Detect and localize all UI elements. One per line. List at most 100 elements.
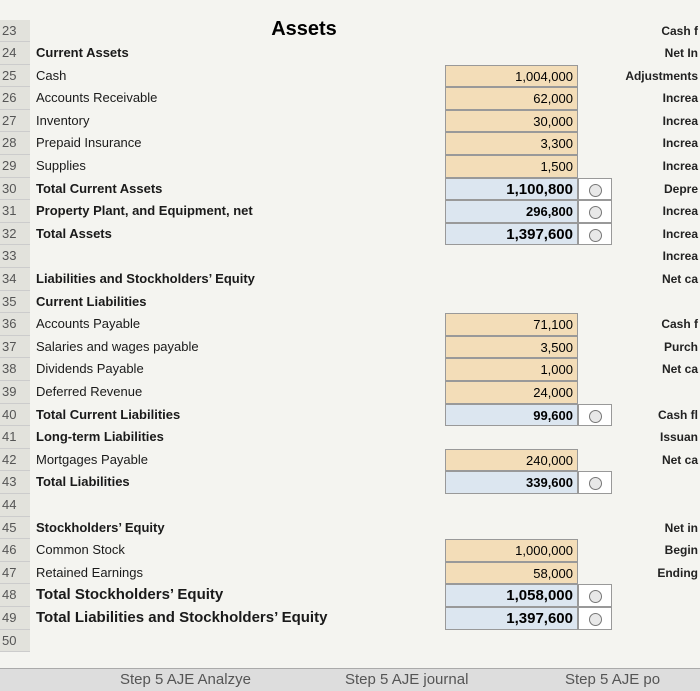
value-cell: 62,000 xyxy=(445,87,578,110)
row-label: Total Assets xyxy=(36,225,112,241)
row-number: 48 xyxy=(0,584,30,607)
check-icon xyxy=(589,613,602,626)
right-column-text: Cash f xyxy=(661,24,698,38)
sheet-tab[interactable]: Step 5 AJE journal xyxy=(345,671,469,688)
right-column-text: Issuan xyxy=(659,430,698,445)
right-column-text: Cash fl xyxy=(657,407,698,422)
sheet-tab[interactable]: Step 5 AJE po xyxy=(565,671,661,688)
value-cell: 1,397,600 xyxy=(445,222,578,246)
right-column-text: Increa xyxy=(662,226,698,241)
value-cell: 58,000 xyxy=(445,561,578,585)
row-number: 35 xyxy=(0,290,30,314)
value-cell: 339,600 xyxy=(445,471,578,494)
check-cell xyxy=(578,471,612,494)
right-column-text: Increa xyxy=(662,204,698,219)
row-number: 36 xyxy=(0,313,30,336)
row-number: 47 xyxy=(0,561,30,585)
row-label: Cash xyxy=(36,67,67,83)
row-number: 46 xyxy=(0,539,30,562)
row-number: 30 xyxy=(0,177,30,201)
row-label: Long-term Liabilities xyxy=(36,429,164,445)
row-label: Stockholders’ Equity xyxy=(36,519,165,535)
value-cell: 240,000 xyxy=(445,448,578,472)
right-column-text: Adjustments xyxy=(625,68,698,83)
value-cell: 1,500 xyxy=(445,155,578,178)
row-number: 43 xyxy=(0,471,30,494)
row-number: 29 xyxy=(0,155,30,178)
right-column-text: Net ca xyxy=(661,362,698,377)
row-label: Total Liabilities and Stockholders’ Equi… xyxy=(36,609,328,626)
right-column-text: Cash f xyxy=(661,317,698,332)
check-cell xyxy=(578,403,612,427)
row-number: 32 xyxy=(0,222,30,246)
check-icon xyxy=(589,477,602,491)
row-label: Accounts Payable xyxy=(36,316,141,332)
row-number: 49 xyxy=(0,607,30,630)
check-cell xyxy=(578,584,612,607)
check-cell xyxy=(578,222,612,246)
value-cell: 1,397,600 xyxy=(445,607,578,630)
check-icon xyxy=(589,409,602,423)
row-number: 41 xyxy=(0,426,30,449)
row-number: 26 xyxy=(0,87,30,110)
row-number: 50 xyxy=(0,629,30,653)
value-cell: 99,600 xyxy=(445,403,578,427)
value-cell: 296,800 xyxy=(445,200,578,223)
sheet-tabs: Step 5 AJE Analzye Step 5 AJE journal Step… xyxy=(0,668,700,691)
row-label: Total Stockholders’ Equity xyxy=(36,586,224,604)
row-number: 39 xyxy=(0,381,30,404)
row-label: Liabilities and Stockholders’ Equity xyxy=(36,271,255,286)
right-column-text: Ending xyxy=(657,565,698,580)
row-number: 23 xyxy=(0,20,30,42)
right-column-text: Net ca xyxy=(661,272,698,286)
row-label: Mortgages Payable xyxy=(36,451,149,467)
row-label: Common Stock xyxy=(36,542,125,558)
row-number: 25 xyxy=(0,64,30,88)
value-cell: 1,004,000 xyxy=(445,64,578,88)
check-cell xyxy=(578,607,612,630)
value-cell: 1,000 xyxy=(445,358,578,381)
value-cell: 1,000,000 xyxy=(445,539,578,562)
row-label: Total Current Assets xyxy=(36,180,163,196)
right-column-text: Increa xyxy=(662,113,698,128)
check-cell xyxy=(578,200,612,223)
row-number: 45 xyxy=(0,516,30,540)
right-column-text: Depre xyxy=(663,181,698,196)
value-cell: 1,058,000 xyxy=(445,584,578,607)
row-label: Dividends Payable xyxy=(36,361,144,377)
row-number: 27 xyxy=(0,109,30,133)
value-cell: 1,100,800 xyxy=(445,177,578,201)
value-cell: 24,000 xyxy=(445,381,578,404)
row-label: Inventory xyxy=(36,112,90,128)
row-label: Total Liabilities xyxy=(36,474,130,490)
row-number: 33 xyxy=(0,245,30,268)
check-cell xyxy=(578,177,612,201)
row-number: 44 xyxy=(0,494,30,517)
right-column-text: Increa xyxy=(662,249,698,264)
check-icon xyxy=(589,183,602,197)
right-column-text: Net in xyxy=(664,520,698,535)
right-column-text: Purch xyxy=(663,339,698,354)
row-number: 40 xyxy=(0,403,30,427)
check-icon xyxy=(589,590,602,604)
row-label: Property Plant, and Equipment, net xyxy=(36,203,253,219)
value-cell: 3,500 xyxy=(445,335,578,359)
right-column-text: Net In xyxy=(664,46,698,60)
row-number: 38 xyxy=(0,358,30,381)
check-icon xyxy=(589,228,602,242)
value-cell: 30,000 xyxy=(445,109,578,133)
row-label: Deferred Revenue xyxy=(36,384,143,399)
right-column-text: Net ca xyxy=(661,452,698,467)
row-label: Current Assets xyxy=(36,45,129,60)
row-label: Salaries and wages payable xyxy=(36,338,199,354)
row-label: Supplies xyxy=(36,158,86,173)
row-number: 28 xyxy=(0,132,30,155)
row-number: 42 xyxy=(0,448,30,472)
row-number: 24 xyxy=(0,42,30,65)
right-column-text: Increa xyxy=(662,91,698,106)
value-cell: 71,100 xyxy=(445,313,578,336)
sheet-tab[interactable]: Step 5 AJE Analzye xyxy=(120,671,251,688)
right-column-text: Begin xyxy=(664,543,698,558)
sheet-title: Assets xyxy=(271,18,337,40)
